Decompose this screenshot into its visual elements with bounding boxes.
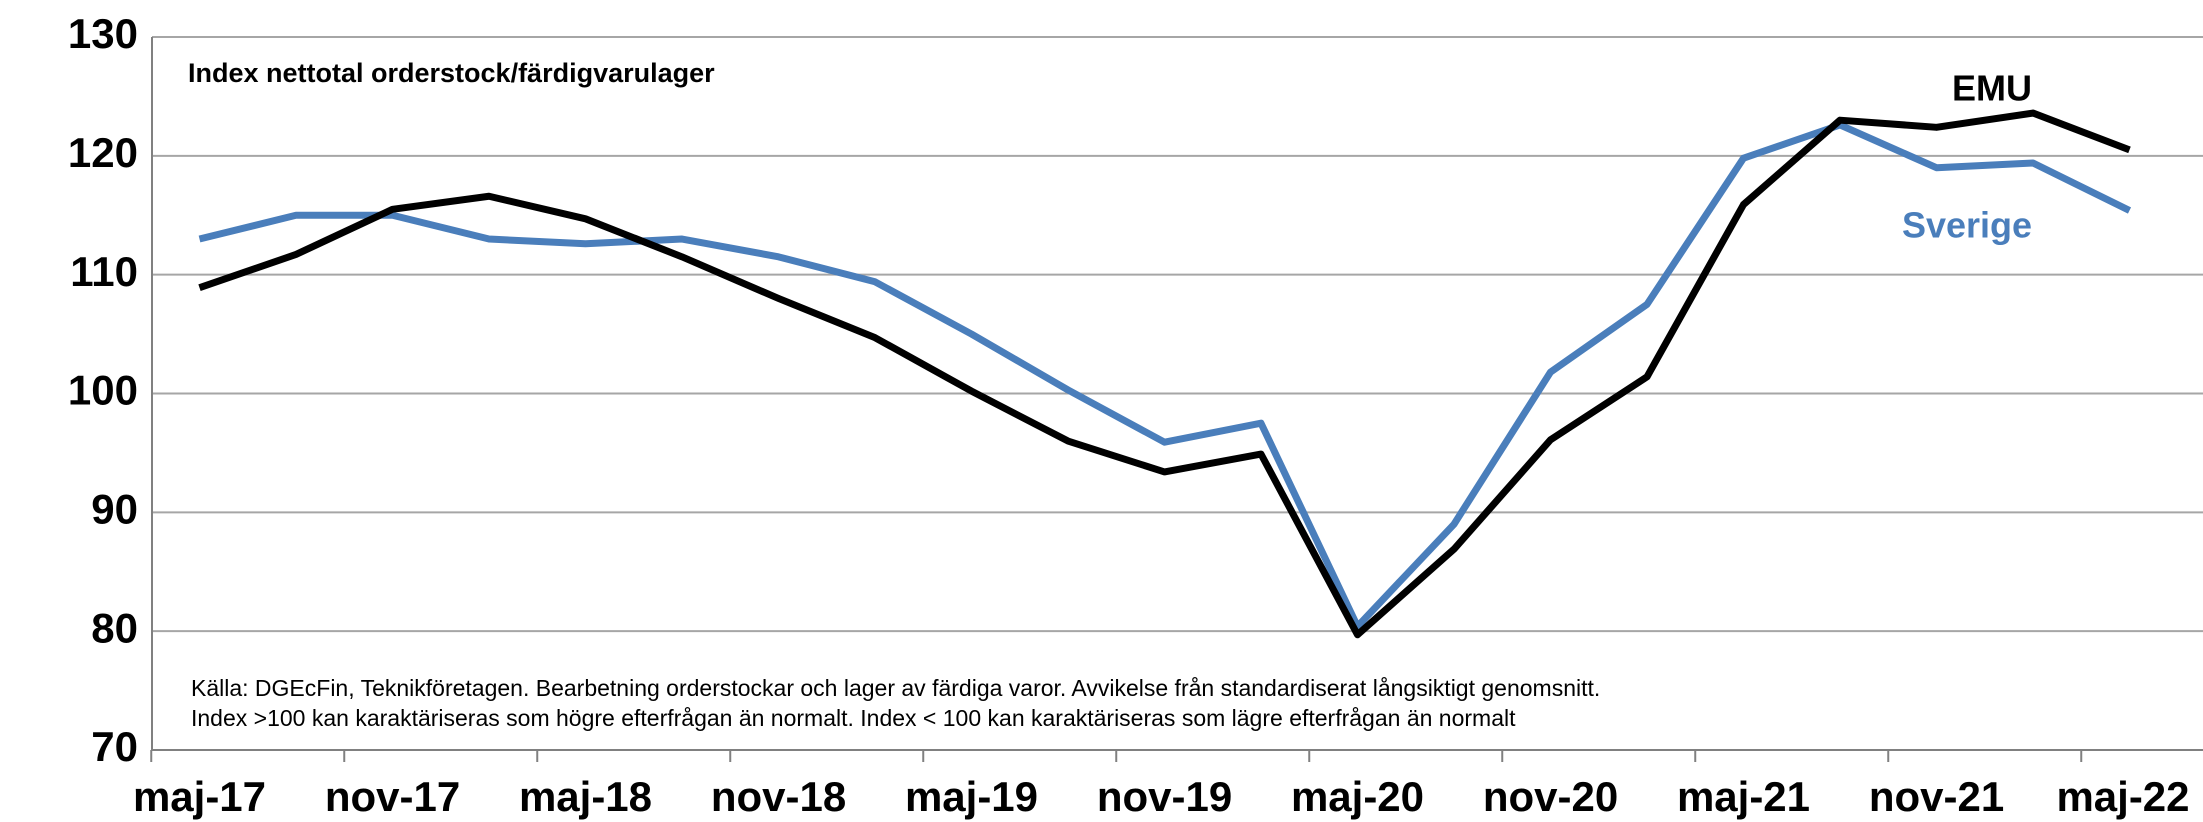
note: Källa: DGEcFin, Teknikföretagen. Bearbet… <box>191 675 1600 701</box>
x-tick-label: nov-17 <box>325 773 460 820</box>
chart-subtitle: Index nettotal orderstock/färdigvarulage… <box>188 58 715 88</box>
y-tick-label: 80 <box>91 604 138 651</box>
x-tick-label: nov-20 <box>1483 773 1618 820</box>
x-tick-label: maj-21 <box>1677 773 1810 820</box>
x-tick-label: maj-17 <box>133 773 266 820</box>
x-tick-label: maj-20 <box>1291 773 1424 820</box>
x-tick-label: maj-22 <box>2056 773 2189 820</box>
y-tick-label: 70 <box>91 723 138 770</box>
note: Index >100 kan karaktäriseras som högre … <box>191 705 1516 731</box>
legend-label: EMU <box>1952 68 2032 109</box>
x-tick-label: nov-21 <box>1869 773 2004 820</box>
y-tick-label: 100 <box>68 367 138 414</box>
x-tick-label: maj-18 <box>519 773 652 820</box>
legend-label: Sverige <box>1902 205 2032 246</box>
y-tick-label: 90 <box>91 485 138 532</box>
x-tick-label: nov-18 <box>711 773 846 820</box>
x-tick-label: maj-19 <box>905 773 1038 820</box>
series-line <box>198 121 2132 630</box>
y-tick-label: 110 <box>70 248 138 295</box>
x-tick-label: nov-19 <box>1097 773 1232 820</box>
series-line <box>198 109 2131 639</box>
y-tick-label: 130 <box>68 10 138 57</box>
y-tick-label: 120 <box>68 129 138 176</box>
